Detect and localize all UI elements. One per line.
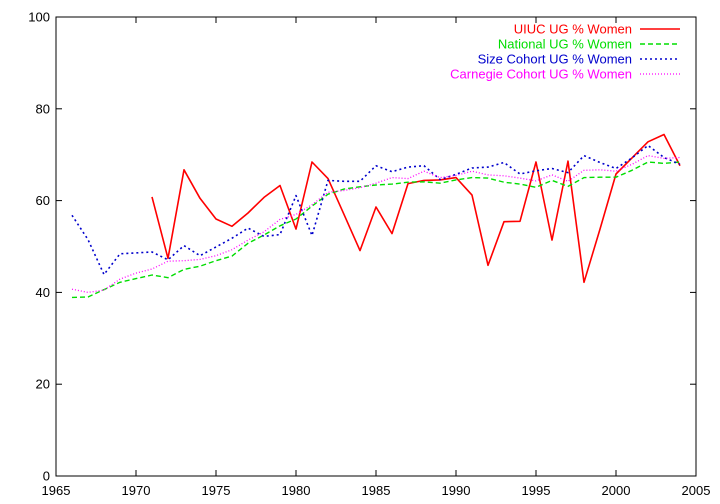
series-line-1 [151, 133, 681, 284]
y-tick-label: 60 [36, 193, 50, 208]
legend-label-4: Carnegie Cohort UG % Women [450, 67, 632, 82]
x-tick-label: 1970 [122, 483, 151, 498]
x-tick-label: 1975 [202, 483, 231, 498]
y-tick-label: 100 [28, 10, 50, 25]
x-axis: 1965 1970 1975 1980 1985 1990 1995 2000 2005 [42, 17, 711, 498]
series-layer [71, 133, 681, 299]
legend-label-2: National UG % Women [498, 37, 632, 52]
x-tick-label: 1995 [522, 483, 551, 498]
x-tick-label: 1990 [442, 483, 471, 498]
series-line-3 [71, 144, 681, 276]
x-tick-label: 1980 [282, 483, 311, 498]
plot-frame [55, 16, 697, 477]
y-axis: 0 20 40 60 80 100 [28, 10, 696, 484]
series-line-4 [71, 154, 681, 294]
y-tick-label: 40 [36, 285, 50, 300]
x-tick-label: 2005 [682, 483, 711, 498]
series-line-2 [71, 161, 681, 299]
legend-label-1: UIUC UG % Women [514, 22, 632, 37]
y-tick-label: 0 [43, 469, 50, 484]
legend-label-3: Size Cohort UG % Women [478, 52, 632, 67]
x-tick-label: 1985 [362, 483, 391, 498]
x-tick-label: 1965 [42, 483, 71, 498]
y-tick-label: 80 [36, 101, 50, 116]
y-tick-label: 20 [36, 377, 50, 392]
x-tick-label: 2000 [602, 483, 631, 498]
